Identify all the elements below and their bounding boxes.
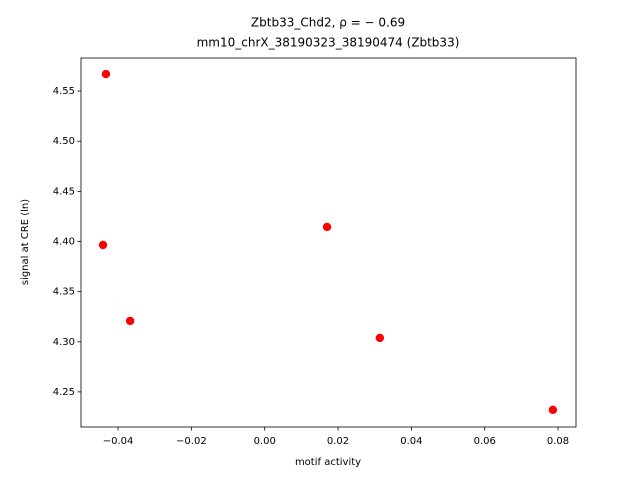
point	[98, 240, 108, 250]
y-tick-label: 4.40	[53, 236, 75, 247]
y-tick-label: 4.45	[53, 186, 75, 197]
y-axis-label: signal at CRE (ln)	[20, 199, 31, 285]
point	[125, 316, 135, 326]
x-axis-label: motif activity	[295, 457, 361, 468]
point	[548, 405, 558, 415]
x-tick-label: 0.04	[400, 436, 422, 447]
chart-title: Zbtb33_Chd2, ρ = − 0.69	[251, 16, 405, 30]
y-tick-label: 4.55	[53, 86, 75, 97]
x-tick-label: 0.06	[474, 436, 496, 447]
y-tick-label: 4.30	[53, 337, 75, 348]
y-tick-label: 4.35	[53, 287, 75, 298]
point	[322, 222, 332, 232]
x-tick-label: −0.02	[176, 436, 207, 447]
x-tick-label: 0.02	[327, 436, 349, 447]
x-tick-label: −0.04	[103, 436, 134, 447]
y-tick-label: 4.25	[53, 387, 75, 398]
point	[101, 69, 111, 79]
plot-frame	[80, 57, 577, 428]
x-tick-label: 0.08	[547, 436, 569, 447]
chart-subtitle: mm10_chrX_38190323_38190474 (Zbtb33)	[197, 36, 460, 50]
x-tick-label: 0.00	[254, 436, 276, 447]
point	[375, 333, 385, 343]
y-tick-label: 4.50	[53, 136, 75, 147]
